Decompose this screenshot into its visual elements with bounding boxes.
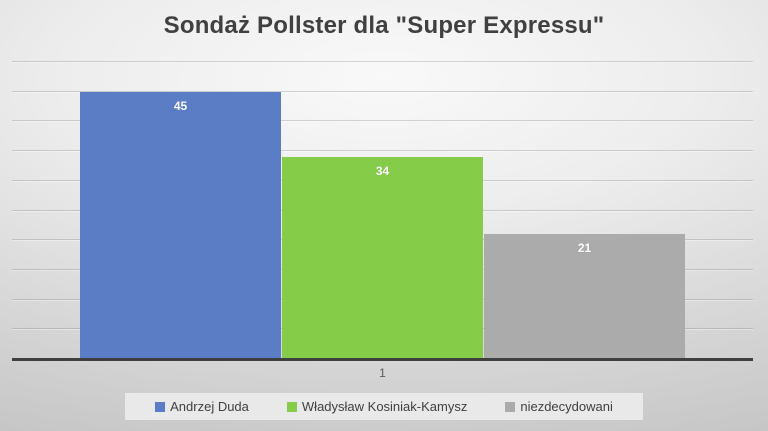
bar-value-label-niezdecydowani: 21 (577, 241, 592, 256)
legend-box: Andrzej Duda Władysław Kosiniak-Kamysz nie… (125, 393, 643, 420)
x-axis-line (12, 358, 753, 361)
chart-title: Sondaż Pollster dla "Super Expressu" (163, 12, 605, 39)
legend-item-label: Władysław Kosiniak-Kamysz (301, 399, 468, 414)
bar-value-label-władysław-kosiniak-kamysz: 34 (375, 164, 390, 179)
legend-item-andrzej-duda: Andrzej Duda (155, 399, 249, 414)
gridline-40 (12, 120, 753, 122)
plot-area: 45 34 21 (12, 61, 753, 361)
legend-swatch-icon (286, 401, 297, 412)
bars-group: 45 34 21 (12, 62, 753, 359)
legend: Andrzej Duda Władysław Kosiniak-Kamysz nie… (0, 393, 768, 420)
bar-value-label-andrzej-duda: 45 (173, 98, 188, 113)
legend-item-niezdecydowani: niezdecydowani (505, 399, 613, 414)
x-axis-category-label: 1 (379, 366, 386, 380)
legend-item-label: Andrzej Duda (170, 399, 249, 414)
gridline-50 (12, 61, 753, 62)
bar-władysław-kosiniak-kamysz: 34 (282, 157, 483, 359)
gridline-35 (12, 150, 753, 152)
legend-swatch-icon (155, 401, 166, 412)
legend-item-label: niezdecydowani (520, 399, 613, 414)
bar-niezdecydowani: 21 (484, 234, 685, 359)
legend-item-władysław-kosiniak-kamysz: Władysław Kosiniak-Kamysz (286, 399, 468, 414)
gridline-45 (12, 90, 753, 92)
legend-swatch-icon (505, 401, 516, 412)
bar-andrzej-duda: 45 (80, 91, 281, 359)
